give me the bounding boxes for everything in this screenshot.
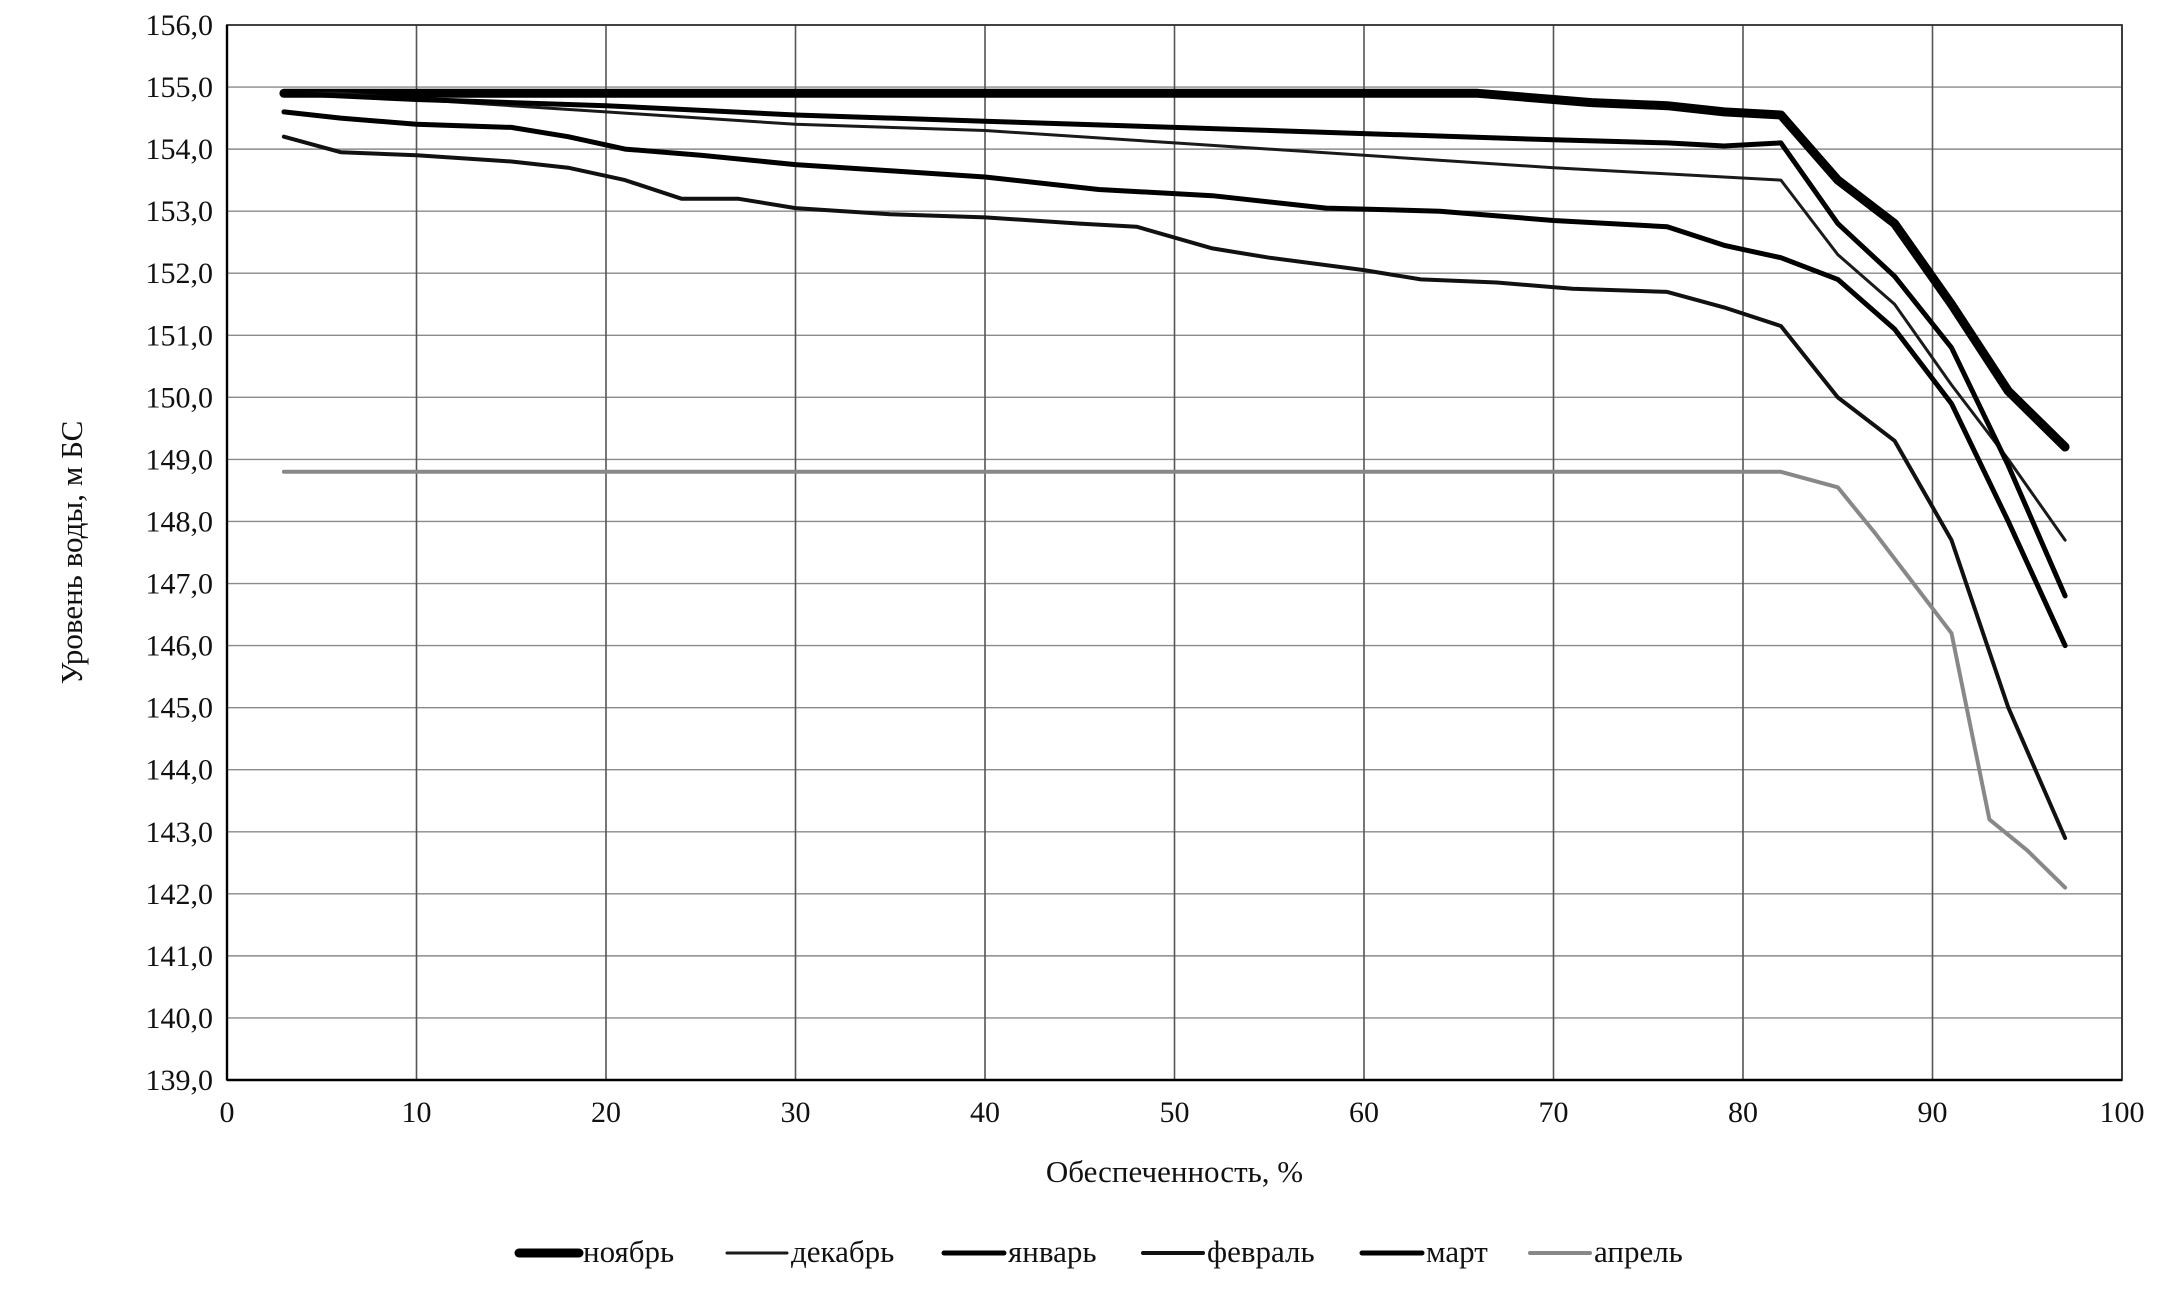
legend: ноябрь декабрь январь февраль март апрель xyxy=(514,1234,1683,1269)
legend-label: март xyxy=(1426,1234,1488,1269)
y-tick-label: 145,0 xyxy=(146,692,214,725)
x-tick-label: 100 xyxy=(2100,1096,2145,1129)
legend-label: апрель xyxy=(1594,1234,1683,1269)
x-tick-label: 30 xyxy=(781,1096,811,1129)
legend-item-april: апрель xyxy=(1528,1234,1683,1269)
legend-item-january: январь xyxy=(941,1234,1096,1269)
x-tick-label: 40 xyxy=(970,1096,1000,1129)
legend-item-march: март xyxy=(1359,1234,1488,1269)
y-tick-label: 140,0 xyxy=(146,1002,214,1035)
y-tick-label: 150,0 xyxy=(146,381,214,414)
series-line-april xyxy=(281,469,2068,890)
y-tick-label: 141,0 xyxy=(146,940,214,973)
legend-label: февраль xyxy=(1207,1234,1315,1269)
y-tick-label: 147,0 xyxy=(146,568,214,601)
legend-item-november: ноябрь xyxy=(514,1234,674,1269)
series-line-march xyxy=(281,90,2068,599)
series-line-december xyxy=(282,91,2067,542)
y-tick-label: 151,0 xyxy=(146,319,214,352)
y-tick-label: 146,0 xyxy=(146,630,214,663)
series-line-february xyxy=(281,134,2068,840)
x-tick-label: 0 xyxy=(220,1096,235,1129)
legend-label: ноябрь xyxy=(583,1234,674,1269)
series-line-november xyxy=(279,88,2070,452)
series-layer xyxy=(279,88,2070,890)
y-tick-label: 144,0 xyxy=(146,754,214,787)
x-tick-label: 20 xyxy=(591,1096,621,1129)
grid xyxy=(226,24,2123,1081)
y-tick-label: 148,0 xyxy=(146,505,214,538)
legend-label: январь xyxy=(1008,1234,1096,1269)
y-axis-title: Уровень воды, м БС xyxy=(54,421,89,685)
y-tick-label: 156,0 xyxy=(146,9,214,42)
legend-item-december: декабрь xyxy=(725,1234,894,1269)
y-tick-label: 142,0 xyxy=(146,878,214,911)
x-tick-label: 50 xyxy=(1160,1096,1190,1129)
axes xyxy=(225,24,2123,1082)
x-tick-label: 80 xyxy=(1728,1096,1758,1129)
y-tick-label: 143,0 xyxy=(146,816,214,849)
legend-item-february: февраль xyxy=(1141,1234,1315,1269)
y-tick-label: 139,0 xyxy=(146,1064,214,1097)
legend-label: декабрь xyxy=(791,1234,894,1269)
y-tick-label: 153,0 xyxy=(146,195,214,228)
y-tick-label: 154,0 xyxy=(146,133,214,166)
y-tick-label: 152,0 xyxy=(146,257,214,290)
x-tick-label: 90 xyxy=(1918,1096,1948,1129)
y-tick-label: 155,0 xyxy=(146,71,214,104)
x-tick-label: 70 xyxy=(1539,1096,1569,1129)
tick-labels: 139,0 140,0 141,0 142,0 143,0 144,0 145,0 146,0… xyxy=(146,9,2145,1129)
x-tick-label: 60 xyxy=(1349,1096,1379,1129)
x-tick-label: 10 xyxy=(402,1096,432,1129)
series-line-january xyxy=(281,109,2068,649)
x-axis-title: Обеспеченность, % xyxy=(1046,1154,1303,1189)
y-tick-label: 149,0 xyxy=(146,443,214,476)
